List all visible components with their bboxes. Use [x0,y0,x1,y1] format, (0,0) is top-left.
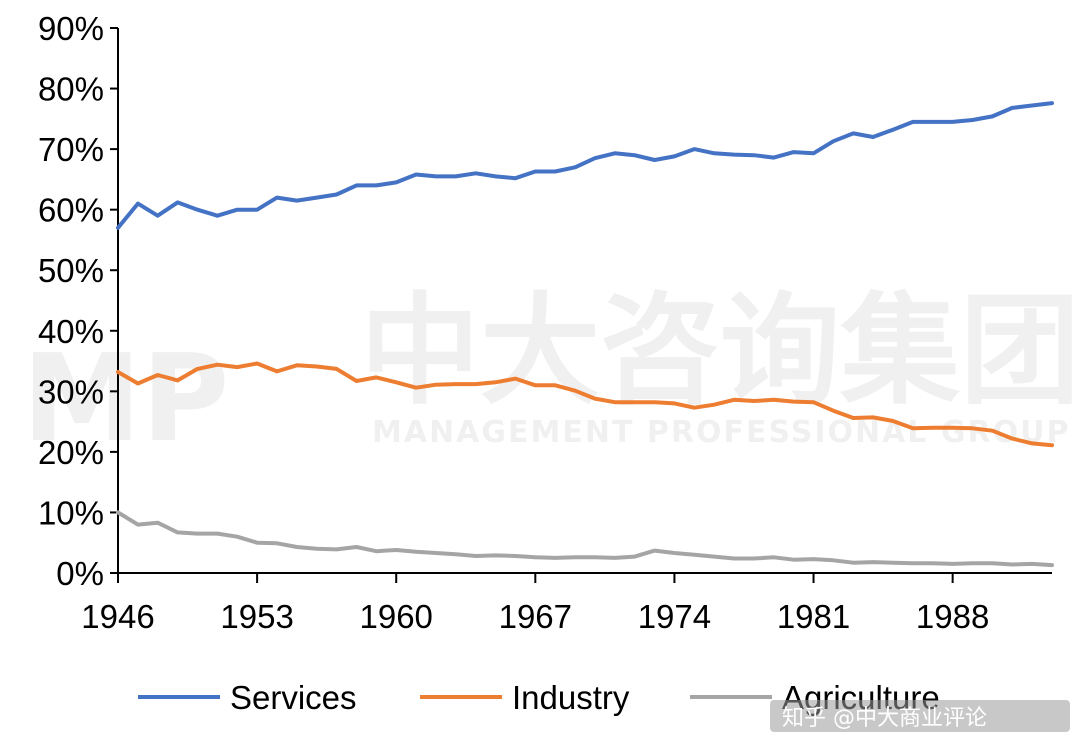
y-tick-label: 20% [38,434,104,471]
x-tick-label: 1960 [360,598,433,635]
series-lines [116,101,1054,568]
watermark-logo: MP [22,330,229,469]
legend: Services Industry Agriculture [138,679,940,716]
y-tick-label: 10% [38,494,104,531]
series-line-industry [116,361,1054,448]
watermark: MP 中大咨询集团 MANAGEMENT PROFESSIONAL GROUP [22,282,1080,469]
y-tick-label: 50% [38,252,104,289]
source-tag: 知乎 @中大商业评论 [770,700,1070,732]
source-tag-text: 知乎 @中大商业评论 [782,706,987,731]
watermark-en-text: MANAGEMENT PROFESSIONAL GROUP [372,415,1070,450]
x-tick-label: 1946 [81,598,154,635]
x-tick-label: 1953 [220,598,293,635]
y-tick-label: 70% [38,131,104,168]
series-line-services [116,101,1054,230]
watermark-cn-text: 中大咨询集团 [360,282,1080,421]
x-tick-label: 1988 [916,598,989,635]
x-tick-label: 1967 [499,598,572,635]
y-tick-label: 40% [38,313,104,350]
axes: 0% 10% 20% 30% 40% 50% 60% 70% 80% 90% 1946 1953 196… [38,10,1052,635]
y-tick-label: 60% [38,192,104,229]
y-tick-label: 30% [38,373,104,410]
source-tag-background [770,700,1070,732]
legend-label-industry: Industry [512,679,630,716]
y-tick-label: 0% [56,555,104,592]
y-tick-label: 90% [38,10,104,47]
x-tick-label: 1981 [777,598,850,635]
series-line-agriculture [116,510,1054,568]
legend-label-services: Services [230,679,357,716]
x-tick-label: 1974 [638,598,711,635]
y-tick-label: 80% [38,71,104,108]
